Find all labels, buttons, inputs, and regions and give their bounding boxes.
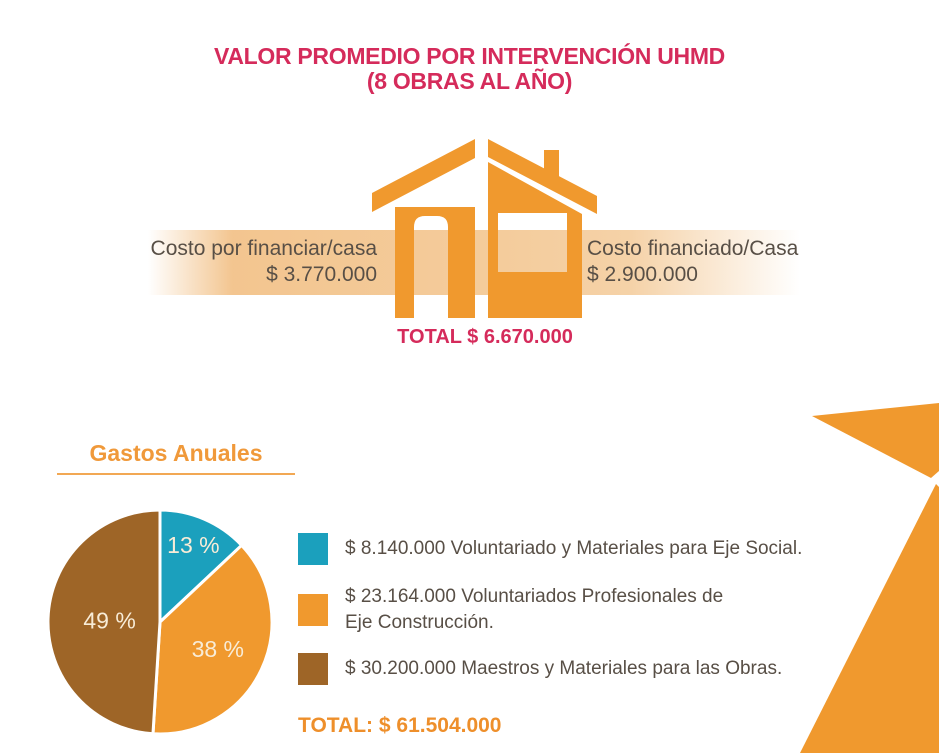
cost-financed-amount: $ 2.900.000 [587, 263, 698, 286]
legend-label: $ 8.140.000 Voluntariado y Materiales pa… [345, 536, 802, 562]
page-title-line1: VALOR PROMEDIO POR INTERVENCIÓN UHMD [214, 43, 725, 69]
legend-swatch-orange [298, 594, 328, 626]
house-total-label: TOTAL $ 6.670.000 [397, 326, 573, 348]
pie-slice [151, 543, 274, 736]
pie-slice-label: 49 % [83, 607, 135, 633]
legend-swatch-brown [298, 653, 328, 685]
pie-slice-label: 38 % [192, 636, 244, 662]
legend-label: $ 23.164.000 Voluntariados Profesionales… [345, 584, 723, 636]
corner-wedge-shape [812, 403, 939, 478]
legend-label-line: $ 8.140.000 Voluntariado y Materiales pa… [345, 538, 803, 559]
pie-chart: 13 % 38 % 49 % [46, 508, 274, 736]
legend-label-line: $ 23.164.000 Voluntariados Profesionales… [345, 586, 724, 607]
page-title-line2: (8 OBRAS AL AÑO) [366, 68, 573, 94]
cost-financed-text: Costo financiado/Casa [587, 237, 799, 260]
legend-item: $ 8.140.000 Voluntariado y Materiales pa… [298, 530, 802, 568]
corner-band-shape [800, 484, 939, 753]
house-chimney [544, 150, 559, 182]
house-right-roof [488, 139, 597, 214]
cost-to-finance-text: Costo por financiar/casa [150, 237, 377, 260]
page-title: VALOR PROMEDIO POR INTERVENCIÓN UHMD (8 … [0, 44, 939, 94]
legend-label: $ 30.200.000 Maestros y Materiales para … [345, 656, 782, 682]
corner-decoration [800, 403, 939, 753]
legend-label-line: Eje Construcción. [345, 612, 494, 633]
pie-slice [158, 508, 244, 624]
legend-swatch-teal [298, 533, 328, 565]
legend-label-line: $ 30.200.000 Maestros y Materiales para … [345, 658, 783, 679]
gastos-heading-underline [57, 473, 295, 475]
pie-slice-label: 13 % [167, 532, 219, 558]
cost-financed-label: Costo financiado/Casa $ 2.900.000 [587, 236, 907, 288]
pie-slice [46, 508, 162, 736]
gastos-total-label: TOTAL: $ 61.504.000 [298, 714, 502, 737]
gastos-heading: Gastos Anuales [89, 440, 263, 466]
legend-item: $ 23.164.000 Voluntariados Profesionales… [298, 582, 723, 638]
cost-to-finance-label: Costo por financiar/casa $ 3.770.000 [67, 236, 377, 288]
legend-item: $ 30.200.000 Maestros y Materiales para … [298, 650, 782, 688]
cost-to-finance-amount: $ 3.770.000 [266, 263, 377, 286]
house-left-roof [372, 139, 475, 212]
